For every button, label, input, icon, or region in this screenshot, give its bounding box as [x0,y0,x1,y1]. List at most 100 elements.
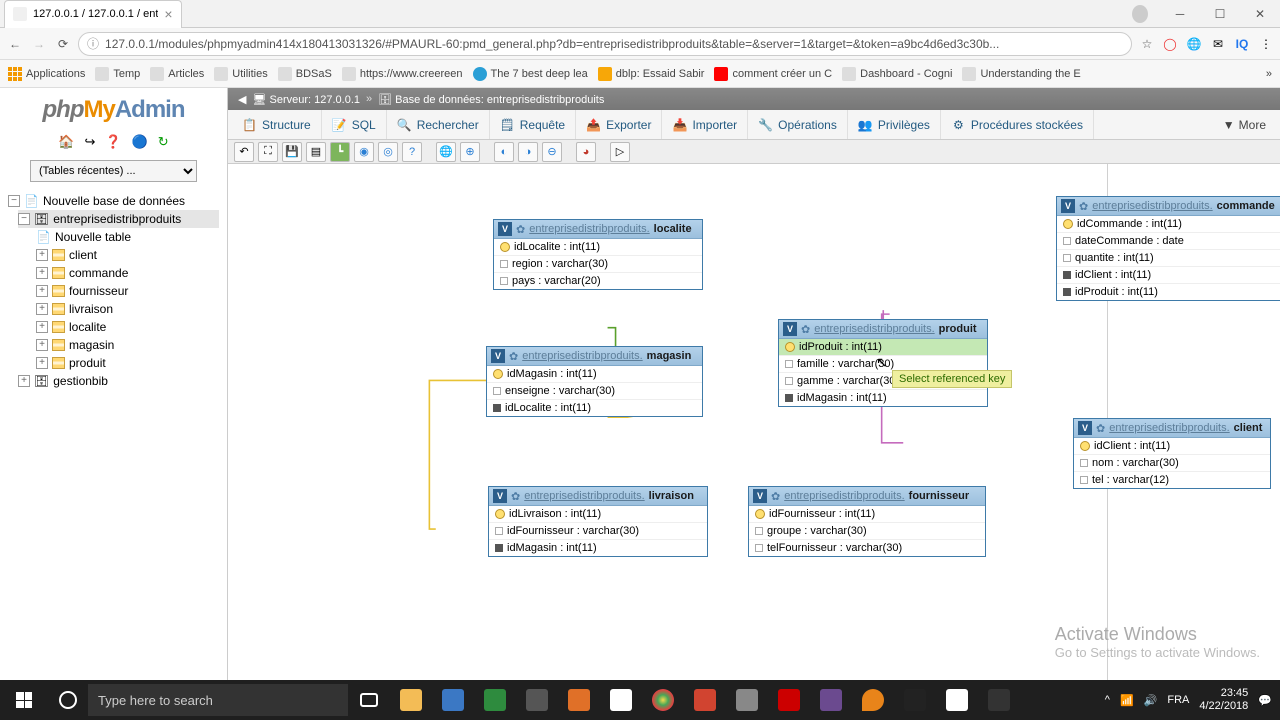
tab-import[interactable]: 📥Importer [662,110,748,140]
table-header[interactable]: V ✿ entreprisedistribproduits.commande [1057,197,1280,216]
table-column[interactable]: idProduit : int(11) [779,339,987,356]
designer-table-magasin[interactable]: V ✿ entreprisedistribproduits.magasin id… [486,346,703,417]
table-column[interactable]: idCommande : int(11) [1057,216,1280,233]
sql-icon[interactable]: 🔵 [132,134,148,150]
table-column[interactable]: idLocalite : int(11) [487,400,702,416]
bookmark-item[interactable]: Temp [95,67,140,81]
dt-btn[interactable]: 💾 [282,142,302,162]
dt-btn[interactable]: ◕ [576,142,596,162]
dt-btn[interactable]: ▤ [306,142,326,162]
tree-table[interactable]: + client [36,246,219,264]
tray-notifications-icon[interactable]: 💬 [1258,694,1272,707]
taskbar-app[interactable] [516,680,558,720]
user-avatar-icon[interactable] [1120,1,1160,27]
bookmarks-overflow-icon[interactable]: » [1266,68,1272,80]
ext-icon[interactable]: ◯ [1162,36,1178,52]
bookmark-item[interactable]: The 7 best deep lea [473,67,588,81]
cortana-icon[interactable] [48,680,88,720]
table-column[interactable]: idMagasin : int(11) [779,390,987,406]
table-column[interactable]: telFournisseur : varchar(30) [749,540,985,556]
tab-structure[interactable]: 📋Structure [232,110,322,140]
window-minimize[interactable]: ─ [1160,1,1200,27]
table-options-icon[interactable]: ✿ [509,350,518,363]
nav-back-icon[interactable]: ← [6,35,24,53]
taskbar-app[interactable] [978,680,1020,720]
dt-btn[interactable]: ◉ [354,142,374,162]
dt-btn[interactable]: ▷ [610,142,630,162]
tree-table[interactable]: + produit [36,354,219,372]
bookmark-item[interactable]: comment créer un C [714,67,832,81]
dt-btn[interactable]: ◐ [494,142,514,162]
tray-clock[interactable]: 23:45 4/22/2018 [1199,687,1248,713]
taskbar-app[interactable] [936,680,978,720]
tabs-more[interactable]: ▼ More [1213,118,1276,132]
nav-reload-icon[interactable]: ⟳ [54,35,72,53]
collapse-sidebar-icon[interactable]: ◀ [238,93,246,106]
site-info-icon[interactable]: ⓘ [87,35,99,52]
table-column[interactable]: dateCommande : date [1057,233,1280,250]
ext-icon[interactable]: IQ [1234,36,1250,52]
tree-table[interactable]: + livraison [36,300,219,318]
tray-chevron-icon[interactable]: ^ [1105,694,1110,706]
table-column[interactable]: idFournisseur : varchar(30) [489,523,707,540]
bookmark-item[interactable]: dblp: Essaid Sabir [598,67,705,81]
tab-operations[interactable]: 🔧Opérations [748,110,848,140]
home-icon[interactable]: 🏠 [58,134,74,150]
table-options-icon[interactable]: ✿ [1079,200,1088,213]
bookmark-item[interactable]: Understanding the E [962,67,1080,81]
taskbar-app[interactable] [684,680,726,720]
dt-btn[interactable]: 🌐 [436,142,456,162]
tree-new-table[interactable]: 📄 Nouvelle table [36,228,219,246]
table-column[interactable]: idClient : int(11) [1074,438,1270,455]
taskbar-app[interactable] [852,680,894,720]
tree-table[interactable]: + localite [36,318,219,336]
bookmark-item[interactable]: BDSaS [278,67,332,81]
reload-icon[interactable]: ↻ [158,134,169,150]
table-options-icon[interactable]: ✿ [801,323,810,336]
tab-search[interactable]: 🔍Rechercher [387,110,490,140]
designer-table-client[interactable]: V ✿ entreprisedistribproduits.client idC… [1073,418,1271,489]
logout-icon[interactable]: ↪ [85,134,96,150]
table-column[interactable]: idMagasin : int(11) [487,366,702,383]
browser-menu-icon[interactable]: ⋮ [1258,36,1274,52]
tree-new-database[interactable]: −📄 Nouvelle base de données [8,192,219,210]
tree-database[interactable]: −🗄 entreprisedistribproduits [18,210,219,228]
taskbar-app[interactable] [642,680,684,720]
table-header[interactable]: V ✿ entreprisedistribproduits.fournisseu… [749,487,985,506]
tray-language[interactable]: FRA [1167,694,1189,706]
table-column[interactable]: idClient : int(11) [1057,267,1280,284]
table-column[interactable]: tel : varchar(12) [1074,472,1270,488]
table-options-icon[interactable]: ✿ [511,490,520,503]
tab-export[interactable]: 📤Exporter [576,110,662,140]
taskbar-app[interactable] [810,680,852,720]
taskbar-app[interactable] [390,680,432,720]
nav-forward-icon[interactable]: → [30,35,48,53]
docs-icon[interactable]: ❓ [105,134,121,150]
tree-database[interactable]: +🗄 gestionbib [18,372,219,390]
designer-canvas[interactable]: V ✿ entreprisedistribproduits.localite i… [228,164,1280,680]
taskbar-app[interactable] [894,680,936,720]
table-column[interactable]: region : varchar(30) [494,256,702,273]
taskbar-app[interactable] [474,680,516,720]
tab-close-icon[interactable]: × [164,6,172,22]
dt-btn[interactable]: ? [402,142,422,162]
table-column[interactable]: enseigne : varchar(30) [487,383,702,400]
bookmark-item[interactable]: Utilities [214,67,267,81]
tray-network-icon[interactable]: 📶 [1120,694,1134,707]
ext-icon[interactable]: 🌐 [1186,36,1202,52]
table-column[interactable]: idMagasin : int(11) [489,540,707,556]
table-column[interactable]: idProduit : int(11) [1057,284,1280,300]
table-header[interactable]: V ✿ entreprisedistribproduits.produit [779,320,987,339]
tab-routines[interactable]: ⚙Procédures stockées [941,110,1094,140]
taskbar-search[interactable]: Type here to search [88,684,348,716]
dt-btn[interactable]: ⛶ [258,142,278,162]
start-button[interactable] [0,680,48,720]
window-close[interactable]: ✕ [1240,1,1280,27]
designer-table-produit[interactable]: V ✿ entreprisedistribproduits.produit id… [778,319,988,407]
bookmark-item[interactable]: Articles [150,67,204,81]
browser-tab[interactable]: 127.0.0.1 / 127.0.0.1 / ent × [4,0,182,28]
table-column[interactable]: idLocalite : int(11) [494,239,702,256]
designer-table-fournisseur[interactable]: V ✿ entreprisedistribproduits.fournisseu… [748,486,986,557]
designer-table-localite[interactable]: V ✿ entreprisedistribproduits.localite i… [493,219,703,290]
table-column[interactable]: quantite : int(11) [1057,250,1280,267]
